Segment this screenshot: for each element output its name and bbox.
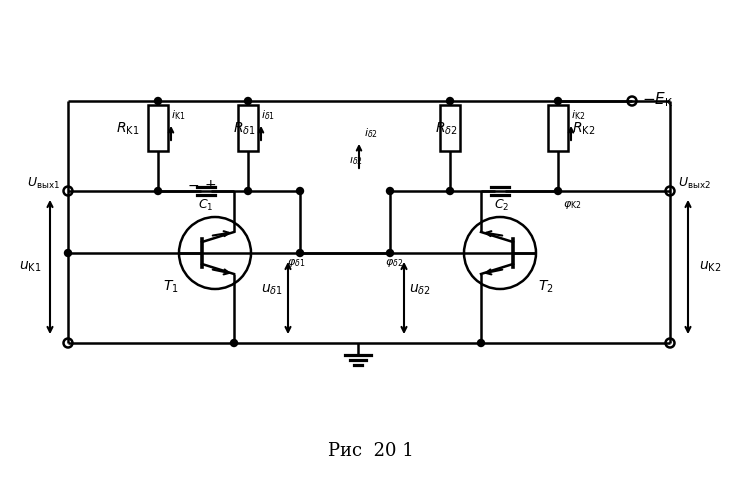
Bar — [548, 105, 568, 151]
Text: $\varphi_{\rm K2}$: $\varphi_{\rm K2}$ — [563, 199, 582, 211]
Text: $\varphi_{\delta 1}$: $\varphi_{\delta 1}$ — [287, 257, 305, 269]
Text: $R_{\delta 2}$: $R_{\delta 2}$ — [435, 121, 457, 137]
Text: $i_{\delta 1}$: $i_{\delta 1}$ — [261, 108, 275, 122]
Text: $i_{\delta 2}$: $i_{\delta 2}$ — [364, 126, 378, 140]
Text: $u_{\delta 1}$: $u_{\delta 1}$ — [261, 283, 283, 297]
Circle shape — [245, 188, 252, 194]
Circle shape — [245, 98, 252, 105]
Bar — [238, 105, 258, 151]
Text: $R_{\rm K1}$: $R_{\rm K1}$ — [116, 121, 139, 137]
Circle shape — [154, 98, 162, 105]
Circle shape — [387, 188, 393, 194]
Text: $u_{\delta 2}$: $u_{\delta 2}$ — [409, 283, 431, 297]
Text: $u_{\rm K1}$: $u_{\rm K1}$ — [19, 260, 42, 274]
Circle shape — [231, 339, 237, 347]
Bar — [148, 105, 168, 151]
Circle shape — [447, 188, 453, 194]
Text: $C_1$: $C_1$ — [198, 197, 214, 213]
Text: $-E_{\rm K}$: $-E_{\rm K}$ — [642, 91, 674, 109]
Bar — [440, 105, 460, 151]
Text: $T_2$: $T_2$ — [538, 279, 554, 295]
Text: $T_1$: $T_1$ — [163, 279, 179, 295]
Text: $R_{\rm K2}$: $R_{\rm K2}$ — [572, 121, 596, 137]
Circle shape — [297, 249, 303, 256]
Text: Рис  20 1: Рис 20 1 — [328, 442, 414, 460]
Circle shape — [387, 249, 393, 256]
Circle shape — [554, 188, 562, 194]
Text: $+$: $+$ — [204, 178, 216, 192]
Circle shape — [154, 188, 162, 194]
Text: $u_{\rm K2}$: $u_{\rm K2}$ — [699, 260, 721, 274]
Text: $\varphi_{\delta 2}$: $\varphi_{\delta 2}$ — [385, 257, 403, 269]
Circle shape — [297, 188, 303, 194]
Text: $U_{\rm вых2}$: $U_{\rm вых2}$ — [678, 175, 711, 191]
Text: $-$: $-$ — [187, 178, 199, 192]
Text: $i_{\rm K1}$: $i_{\rm K1}$ — [171, 108, 186, 122]
Text: $U_{\rm вых1}$: $U_{\rm вых1}$ — [27, 175, 60, 191]
Circle shape — [65, 249, 71, 256]
Text: $R_{\delta 1}$: $R_{\delta 1}$ — [232, 121, 255, 137]
Text: $\imath_{\delta 2}$: $\imath_{\delta 2}$ — [349, 155, 363, 167]
Text: $i_{\rm K2}$: $i_{\rm K2}$ — [571, 108, 585, 122]
Text: $C_2$: $C_2$ — [494, 197, 510, 213]
Circle shape — [554, 98, 562, 105]
Circle shape — [447, 98, 453, 105]
Circle shape — [478, 339, 485, 347]
